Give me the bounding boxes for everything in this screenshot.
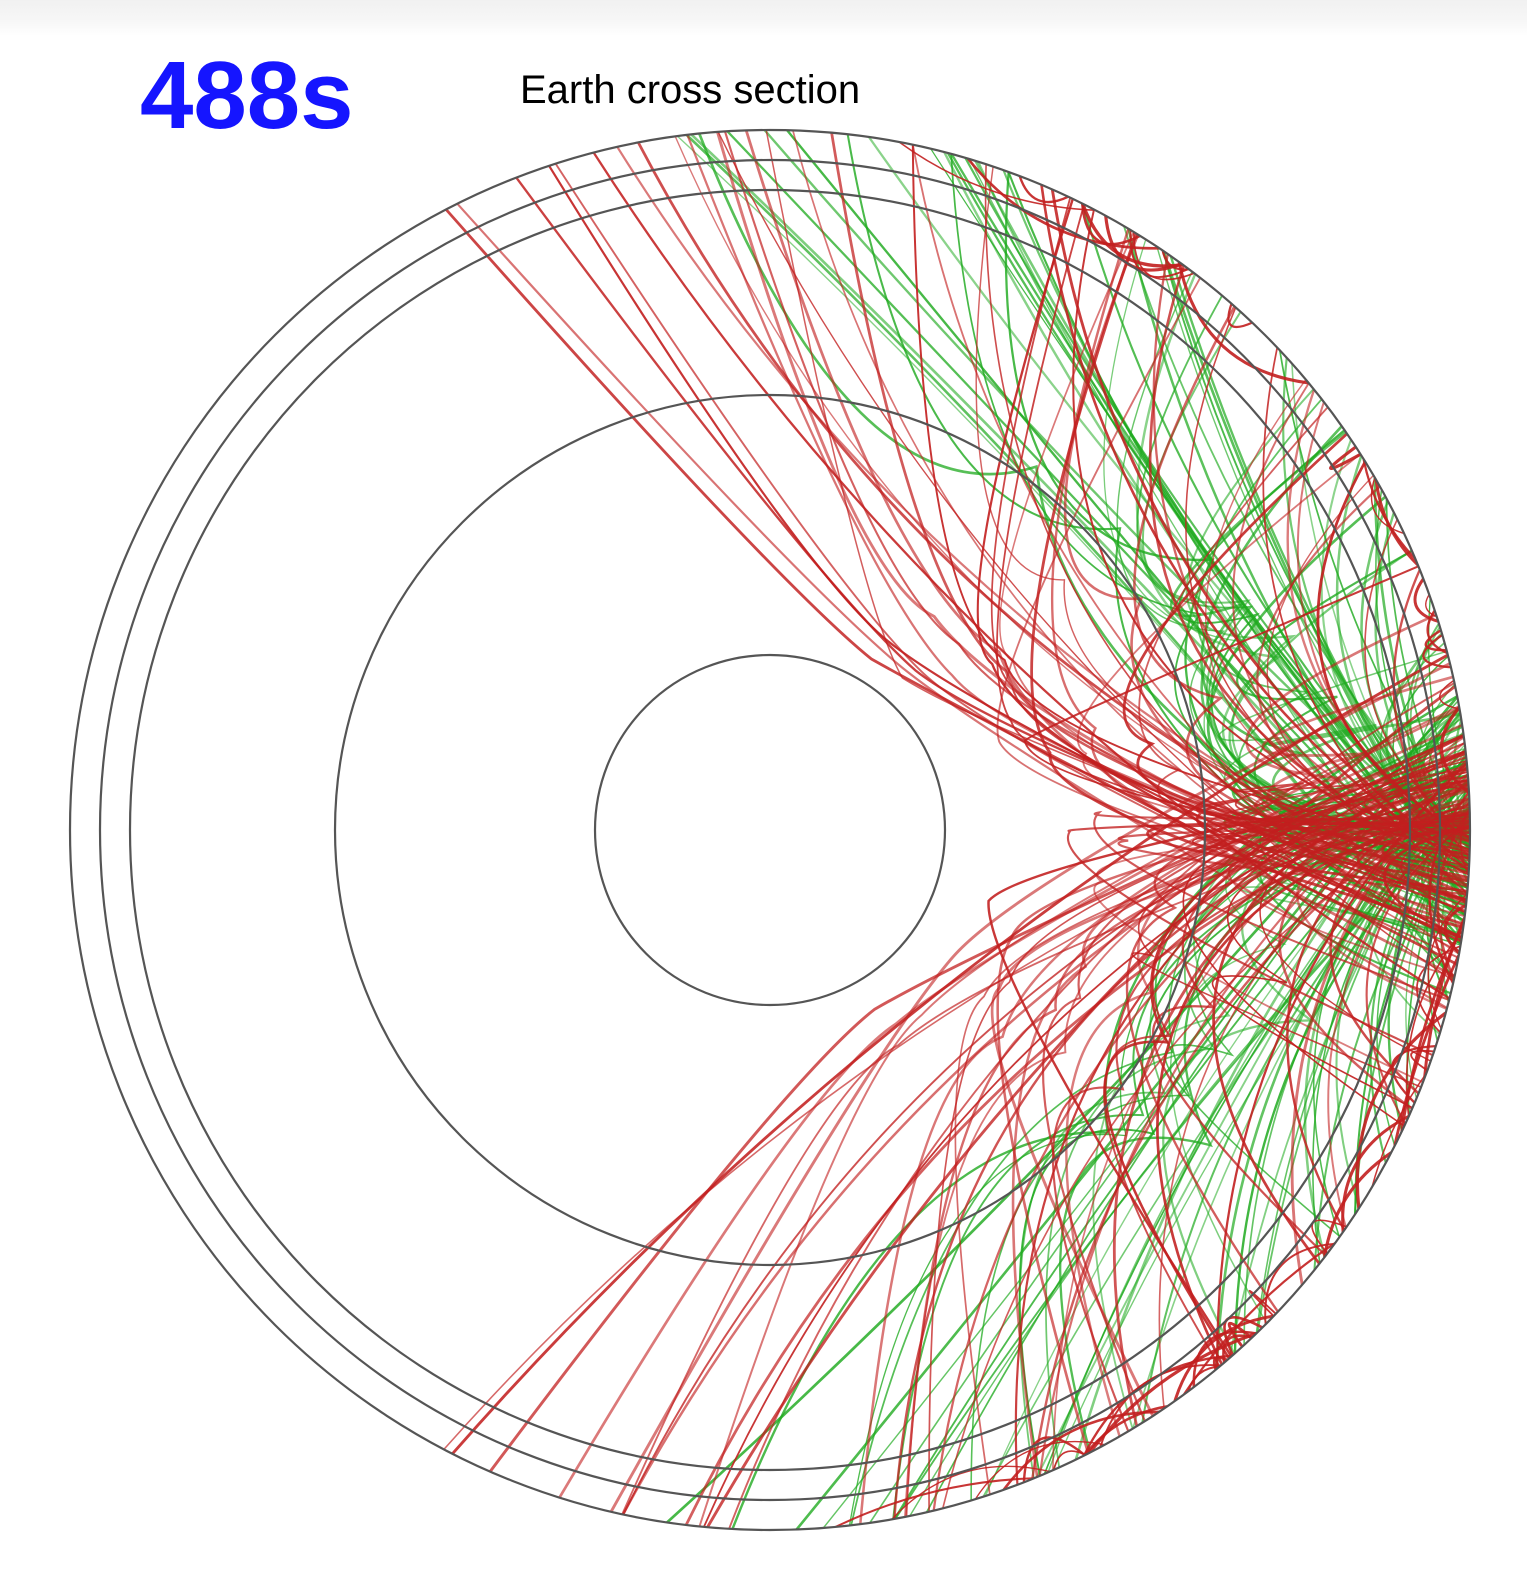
- earth-cross-section-svg: [0, 0, 1527, 1582]
- p-rays: [444, 130, 1470, 1529]
- p-ray-surface: [1084, 1356, 1232, 1456]
- layer-ring: [595, 655, 945, 1005]
- rays-group: [444, 130, 1470, 1530]
- p-ray: [704, 751, 1466, 1527]
- diagram-stage: 488s Earth cross section: [0, 0, 1527, 1582]
- p-ray: [452, 655, 1447, 1454]
